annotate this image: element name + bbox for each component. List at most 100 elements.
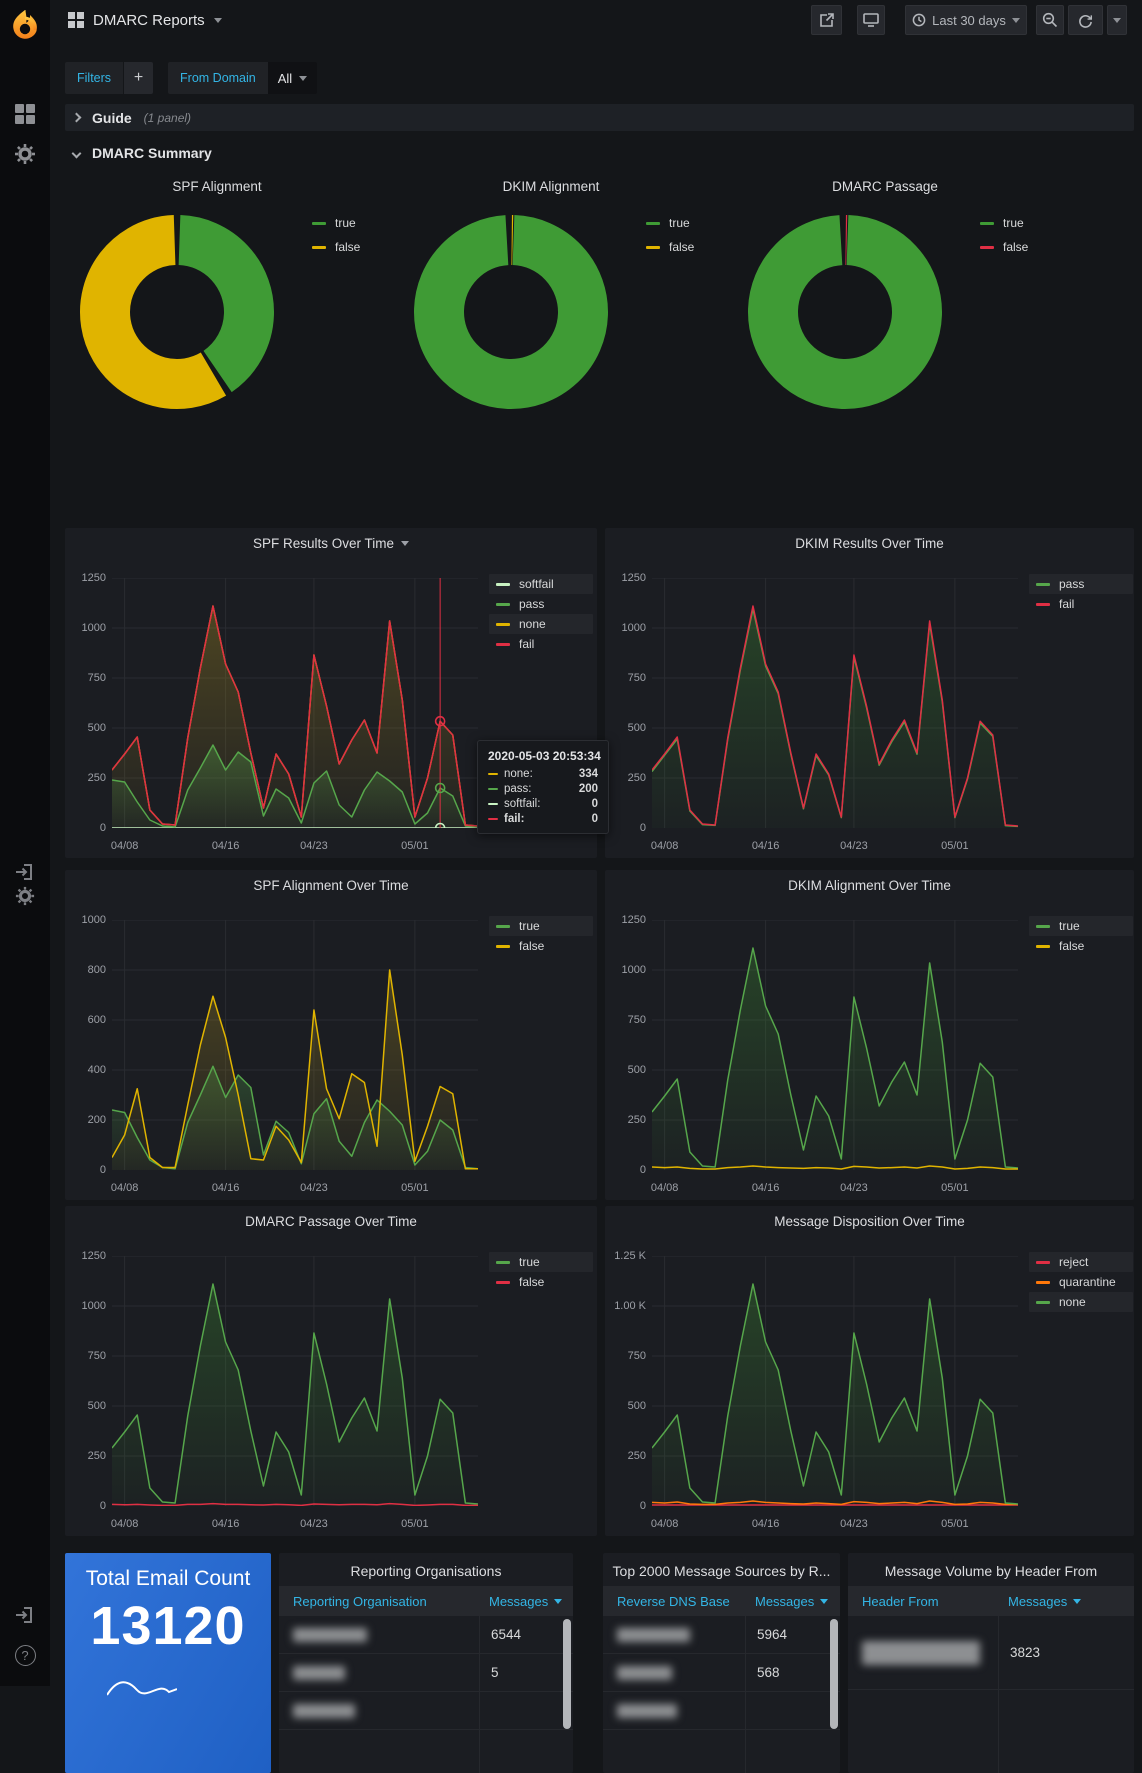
time-series-chart[interactable] [112,920,478,1170]
y-axis-label: 750 [87,672,106,684]
pie-slice-true[interactable] [748,215,942,409]
legend-item-false[interactable]: false [489,936,593,956]
legend-color-dash [496,1280,510,1284]
admin-gear-icon[interactable] [0,886,50,906]
panel-title[interactable]: SPF Results Over Time [65,536,597,551]
panel-title[interactable]: DKIM Alignment Over Time [788,878,951,893]
table-header-row: Reporting Organisation Messages [279,1586,573,1616]
summary-row-toggle[interactable]: DMARC Summary [65,141,220,165]
panel-title[interactable]: Reporting Organisations [350,1563,502,1579]
stat-title: Total Email Count [85,1567,251,1590]
legend-item-true[interactable]: true [973,213,1035,233]
scrollbar-thumb[interactable] [563,1619,571,1729]
time-range-picker[interactable]: Last 30 days [905,5,1027,35]
y-axis-label: 400 [87,1064,106,1076]
sign-in-icon[interactable] [0,862,50,882]
column-header-Messages[interactable]: Messages [755,1586,829,1616]
chart-legend: reject quarantine none [1029,1252,1133,1312]
legend-item-true[interactable]: true [489,1252,593,1272]
guide-row-toggle[interactable]: Guide (1 panel) [65,104,1134,131]
x-axis-label: 04/16 [751,1518,780,1530]
messages-cell-value: 5964 [757,1627,788,1642]
guide-panel-count: (1 panel) [143,110,192,125]
column-header-Reporting Organisation[interactable]: Reporting Organisation [293,1593,427,1609]
time-series-chart[interactable] [112,578,478,828]
time-series-chart[interactable] [652,578,1018,828]
legend-item-none[interactable]: none [489,614,593,634]
column-header-Header From[interactable]: Header From [862,1593,939,1609]
column-header-Messages[interactable]: Messages [489,1586,563,1616]
legend-item-false[interactable]: false [973,237,1035,257]
dashboard-title-caret-icon[interactable] [213,17,222,23]
legend-color-dash [1036,924,1050,928]
add-filter-button[interactable]: + [123,62,154,94]
legend-item-fail[interactable]: fail [1029,594,1133,614]
panel-title[interactable]: DKIM Alignment [502,179,600,194]
legend-item-true[interactable]: true [1029,916,1133,936]
legend-color-dash [1036,1300,1050,1304]
panel-title[interactable]: SPF Alignment [172,179,262,194]
pie-slice-true[interactable] [80,215,274,409]
y-axis-label: 0 [639,1500,646,1512]
panel-title[interactable]: Message Volume by Header From [884,1563,1098,1579]
tooltip-series-dash [488,802,498,806]
pie-slice-true[interactable] [414,215,608,409]
legend-item-true[interactable]: true [489,916,593,936]
sign-in-bottom-icon[interactable] [0,1605,50,1625]
y-axis-label: 0 [639,1164,646,1176]
legend-item-false[interactable]: false [1029,936,1133,956]
y-axis-label: 750 [627,1350,646,1362]
y-axis-label: 750 [627,1014,646,1026]
refresh-interval-caret[interactable] [1107,5,1127,35]
pie-chart[interactable] [77,212,277,412]
zoom-out-button[interactable] [1036,5,1064,35]
pie-chart[interactable] [745,212,945,412]
table-row: 5 [279,1654,573,1692]
dashboards-icon[interactable] [0,103,50,125]
pie-slice-false[interactable] [78,213,275,410]
legend-item-none[interactable]: none [1029,1292,1133,1312]
settings-gear-icon[interactable] [0,143,50,165]
legend-item-true[interactable]: true [639,213,701,233]
x-axis-label: 04/16 [751,840,780,852]
legend-label: true [335,216,356,230]
legend-item-pass[interactable]: pass [489,594,593,614]
column-header-Reverse DNS Base[interactable]: Reverse DNS Base [617,1593,730,1609]
legend-item-false[interactable]: false [639,237,701,257]
legend-item-quarantine[interactable]: quarantine [1029,1272,1133,1292]
legend-item-pass[interactable]: pass [1029,574,1133,594]
legend-item-fail[interactable]: fail [489,634,593,654]
legend-label: true [1059,919,1080,933]
panel-title[interactable]: SPF Alignment Over Time [253,878,409,893]
legend-label: true [1003,216,1024,230]
panel-title[interactable]: DMARC Passage [832,179,938,194]
dashboard-title[interactable]: DMARC Reports [93,11,205,29]
redacted-cell [617,1704,677,1718]
pie-chart[interactable] [411,212,611,412]
legend-color-dash [496,602,510,606]
help-icon[interactable]: ? [0,1645,50,1666]
time-series-chart[interactable] [112,1256,478,1506]
legend-item-reject[interactable]: reject [1029,1252,1133,1272]
x-axis-label: 05/01 [941,840,969,852]
legend-item-false[interactable]: false [489,1272,593,1292]
filters-label[interactable]: Filters [65,62,124,94]
legend-item-true[interactable]: true [305,213,367,233]
column-header-Messages[interactable]: Messages [1008,1586,1082,1616]
y-axis-label: 1000 [81,1300,106,1312]
panel-title[interactable]: Top 2000 Message Sources by R... [612,1563,831,1579]
share-button[interactable] [811,5,842,35]
tv-mode-button[interactable] [857,5,885,35]
time-series-chart[interactable] [652,1256,1018,1506]
legend-item-softfail[interactable]: softfail [489,574,593,594]
grafana-logo[interactable] [0,8,50,42]
panel-title[interactable]: DMARC Passage Over Time [245,1214,417,1229]
refresh-button[interactable] [1068,5,1103,35]
time-series-chart[interactable] [652,920,1018,1170]
from-domain-select[interactable]: All [267,62,318,94]
legend-item-false[interactable]: false [305,237,367,257]
panel-title[interactable]: Message Disposition Over Time [774,1214,965,1229]
panel-menu-caret-icon[interactable] [401,541,410,546]
scrollbar-thumb[interactable] [830,1619,838,1729]
panel-title[interactable]: DKIM Results Over Time [795,536,944,551]
